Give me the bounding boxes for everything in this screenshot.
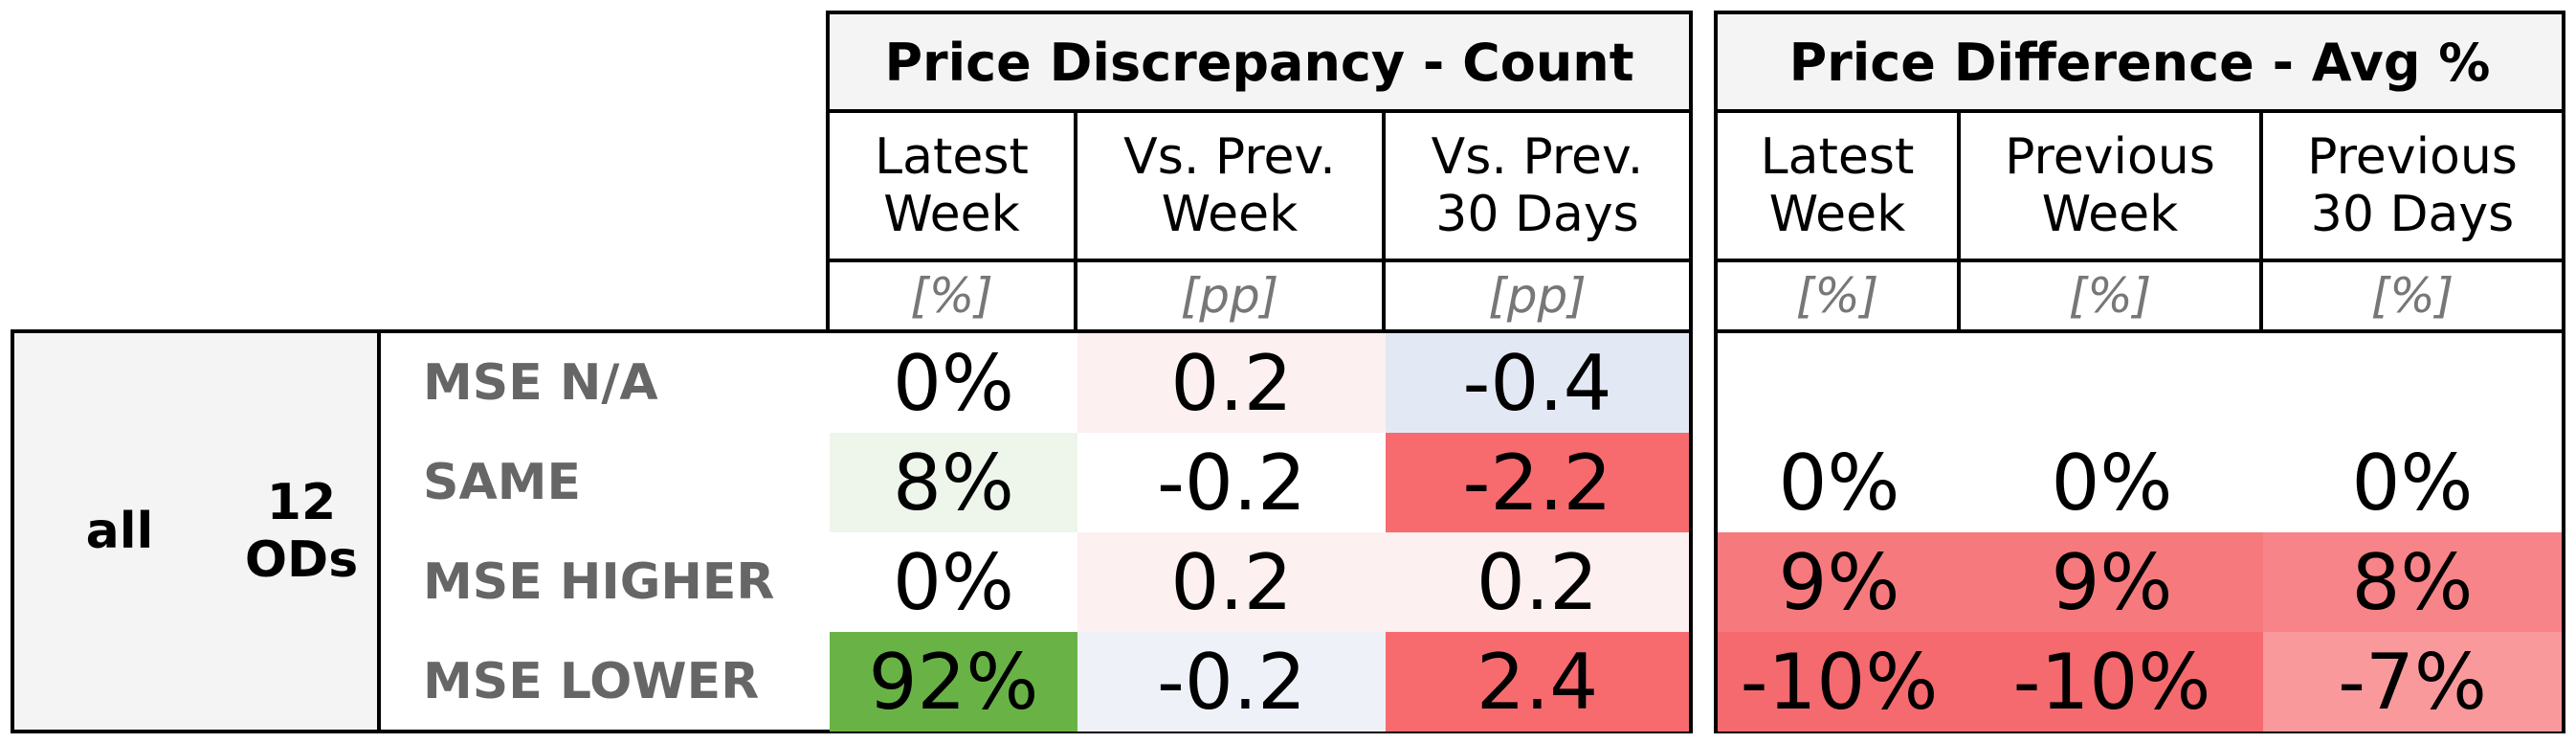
- count-unit-rule: [826, 259, 1693, 262]
- avg-cell-r3-c1: -10%: [1961, 632, 2263, 732]
- count-cell-r2-c1: 0.2: [1077, 532, 1386, 632]
- count-col-vs-prev-30-days: Vs. Prev. 30 Days: [1431, 128, 1644, 243]
- row-label-same: SAME: [423, 454, 581, 511]
- count-cell-r3-c0: 92%: [830, 632, 1077, 732]
- avg-unit-rule: [1714, 259, 2565, 262]
- count-cell-r3-c1: -0.2: [1077, 632, 1386, 732]
- avg-unit-latest-week: [%]: [1795, 268, 1879, 324]
- avg-cell-r2-c1: 9%: [1961, 532, 2263, 632]
- count-cell-r1-c1: -0.2: [1077, 433, 1386, 532]
- count-col-latest-week: Latest Week: [875, 128, 1029, 243]
- avg-col-divider-2: [2259, 109, 2263, 335]
- avg-cell-r2-c0: 9%: [1718, 532, 1961, 632]
- row-group-divider: [377, 329, 381, 733]
- row-group-shade: [14, 333, 377, 730]
- avg-body-box: [1714, 329, 2565, 733]
- count-cell-r1-c2: -2.2: [1386, 433, 1689, 532]
- count-cell-r2-c0: 0%: [830, 532, 1077, 632]
- count-cell-r0-c2: -0.4: [1386, 333, 1689, 433]
- count-header-box: [826, 11, 1693, 333]
- avg-col-previous-week: Previous Week: [2005, 128, 2215, 243]
- count-cell-r0-c0: 0%: [830, 333, 1077, 433]
- avg-col-latest-week: Latest Week: [1760, 128, 1915, 243]
- avg-col-divider-1: [1957, 109, 1961, 335]
- row-label-mse-higher: MSE HIGHER: [423, 553, 775, 611]
- avg-cell-r1-c0: 0%: [1718, 433, 1961, 532]
- avg-unit-previous-30-days: [%]: [2370, 268, 2454, 324]
- count-unit-vs-prev-week: [pp]: [1180, 268, 1279, 324]
- avg-cell-r0-c0: [1718, 333, 1961, 433]
- avg-title-rule: [1714, 109, 2565, 113]
- count-cell-r1-c0: 8%: [830, 433, 1077, 532]
- avg-col-previous-30-days: Previous 30 Days: [2307, 128, 2518, 243]
- count-col-divider-2: [1382, 109, 1386, 335]
- count-unit-vs-prev-30-days: [pp]: [1488, 268, 1587, 324]
- avg-unit-previous-week: [%]: [2068, 268, 2152, 324]
- count-col-divider-1: [1074, 109, 1077, 335]
- count-col-vs-prev-week: Vs. Prev. Week: [1123, 128, 1336, 243]
- segment-label: all: [85, 503, 154, 560]
- od-count-label: 12 ODs: [244, 474, 359, 589]
- row-label-mse-na: MSE N/A: [423, 354, 658, 412]
- count-cell-r0-c1: 0.2: [1077, 333, 1386, 433]
- count-title-rule: [826, 109, 1693, 113]
- avg-group-title: Price Difference - Avg %: [1718, 14, 2562, 110]
- avg-cell-r0-c1: [1961, 333, 2263, 433]
- count-cell-r2-c2: 0.2: [1386, 532, 1689, 632]
- avg-cell-r1-c2: 0%: [2263, 433, 2562, 532]
- avg-cell-r0-c2: [2263, 333, 2562, 433]
- count-unit-latest-week: [%]: [910, 268, 993, 324]
- avg-cell-r3-c0: -10%: [1718, 632, 1961, 732]
- avg-cell-r2-c2: 8%: [2263, 532, 2562, 632]
- count-group-title: Price Discrepancy - Count: [830, 14, 1689, 110]
- avg-cell-r1-c1: 0%: [1961, 433, 2263, 532]
- avg-cell-r3-c2: -7%: [2263, 632, 2562, 732]
- count-cell-r3-c2: 2.4: [1386, 632, 1689, 732]
- row-label-mse-lower: MSE LOWER: [423, 653, 760, 710]
